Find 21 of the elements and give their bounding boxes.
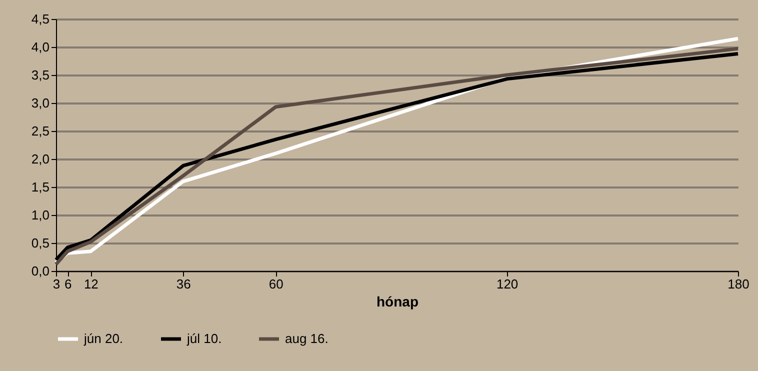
x-tick-label: 6 xyxy=(64,276,72,292)
y-tick-label: 3,5 xyxy=(31,68,50,82)
y-tick-label: 4,0 xyxy=(31,40,50,54)
x-tick-label: 120 xyxy=(496,276,518,292)
y-tick-label: 0,0 xyxy=(31,264,50,278)
y-tick-label: 1,5 xyxy=(31,180,50,194)
y-tick-label: 3,0 xyxy=(31,96,50,110)
y-tick-label: 4,5 xyxy=(31,12,50,26)
y-tick-label: 2,0 xyxy=(31,152,50,166)
x-axis-title: hónap xyxy=(376,294,418,310)
x-tick-label: 12 xyxy=(84,276,98,292)
legend-label: jún 20. xyxy=(83,331,124,346)
y-tick-label: 2,5 xyxy=(31,124,50,138)
y-tick-label: 0,5 xyxy=(31,236,50,250)
x-tick-label: 60 xyxy=(268,276,284,292)
legend-label: júl 10. xyxy=(186,331,222,346)
y-tick-label: 1,0 xyxy=(31,208,50,222)
x-tick-label: 36 xyxy=(176,276,191,292)
legend-label: aug 16. xyxy=(285,331,328,346)
x-tick-label: 180 xyxy=(728,276,750,292)
x-tick-label: 3 xyxy=(52,276,60,292)
